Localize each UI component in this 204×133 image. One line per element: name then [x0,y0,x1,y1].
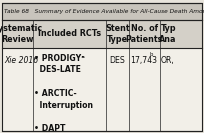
Text: Stent
Type: Stent Type [105,24,130,44]
Text: b: b [149,52,152,57]
Text: Xie 2016: Xie 2016 [4,56,38,65]
Text: DES: DES [110,56,125,65]
Text: Typ
Ana: Typ Ana [160,24,177,44]
Bar [2,48,202,131]
Text: No. of
Patients: No. of Patients [126,24,163,44]
Bar [2,20,202,48]
Text: OR,: OR, [161,56,174,65]
Text: Included RCTs: Included RCTs [38,30,101,38]
Text: 17,743: 17,743 [130,56,157,65]
Text: • PRODIGYᵃ
  DES-LATE

• ARCTIC-
  Interruption

• DAPT: • PRODIGYᵃ DES-LATE • ARCTIC- Interrupti… [34,54,93,133]
Bar [2,3,202,20]
Text: Systematic
Review: Systematic Review [0,24,43,44]
Text: Table 68   Summary of Evidence Available for All-Cause Death Among Patients with: Table 68 Summary of Evidence Available f… [4,9,204,14]
